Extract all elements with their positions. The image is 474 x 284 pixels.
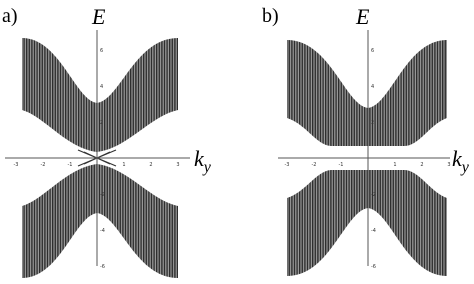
y-tick-label: -4 [100, 228, 105, 234]
y-tick-label: 2 [100, 120, 103, 126]
x-tick-label: -2 [41, 162, 46, 168]
y-tick-label: -4 [371, 228, 376, 234]
x-tick-label: 1 [122, 162, 125, 168]
y-label: E [355, 4, 370, 29]
upper-band [287, 40, 447, 146]
x-tick-label: 2 [420, 162, 423, 168]
y-tick-label: 6 [100, 48, 103, 54]
x-label-main: k [452, 146, 463, 171]
y-tick-label: 2 [371, 120, 374, 126]
y-tick-label: -6 [371, 264, 376, 270]
x-label-sub: y [460, 159, 470, 176]
x-tick-label: -1 [339, 162, 344, 168]
x-tick-label: 3 [447, 162, 450, 168]
upper-band [22, 38, 178, 152]
x-tick-label: 2 [149, 162, 152, 168]
lower-band [22, 164, 178, 278]
x-label: ky [194, 146, 212, 176]
y-tick-label: -2 [371, 192, 376, 198]
y-tick-label: 4 [371, 84, 374, 90]
x-tick-label: -2 [312, 162, 317, 168]
x-tick-label: 1 [393, 162, 396, 168]
panel-label: a) [2, 5, 18, 27]
panel-label: b) [262, 5, 279, 27]
y-label: E [91, 4, 106, 29]
x-label-sub: y [202, 159, 212, 176]
x-tick-label: -3 [14, 162, 19, 168]
x-label-main: k [194, 146, 205, 171]
x-tick-label: -3 [285, 162, 290, 168]
y-tick-label: 4 [100, 84, 103, 90]
x-tick-label: 3 [176, 162, 179, 168]
y-tick-label: -6 [100, 264, 105, 270]
x-label: ky [452, 146, 470, 176]
panel-a: a) E ky [2, 4, 212, 278]
y-tick-label: 6 [371, 48, 374, 54]
panel-b: b) E ky [262, 4, 470, 276]
y-tick-label: -2 [100, 192, 105, 198]
x-tick-label: -1 [68, 162, 73, 168]
lower-band [287, 170, 447, 276]
